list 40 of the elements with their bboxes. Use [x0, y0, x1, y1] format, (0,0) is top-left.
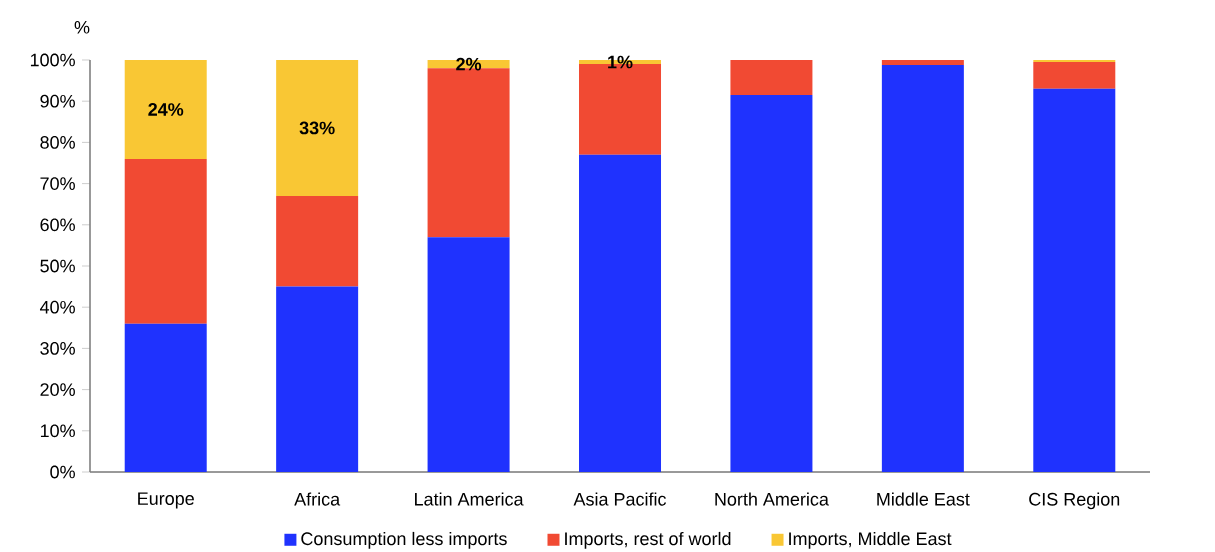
bar [427, 237, 510, 472]
y-tick-label: 20% [40, 383, 75, 396]
bar [881, 64, 964, 472]
legend-label: Imports, rest of world [565, 531, 731, 549]
bar [1033, 88, 1116, 472]
y-tick-label: 0% [50, 465, 75, 479]
bar [276, 60, 359, 196]
bar [579, 154, 662, 472]
x-tick-label: Middle East [877, 492, 970, 506]
y-tick-label: 60% [40, 218, 75, 232]
bar [276, 195, 359, 287]
data-label: 24% [148, 103, 184, 116]
y-tick-label: 10% [40, 424, 75, 438]
y-tick-label: 40% [39, 300, 75, 314]
data-label: 2% [456, 57, 482, 71]
y-tick-label: 70% [40, 177, 75, 190]
y-tick-label: 30% [40, 342, 75, 355]
data-label: 33% [299, 121, 335, 135]
y-tick-label: 90% [40, 94, 75, 108]
bar [124, 158, 207, 324]
bar [276, 286, 359, 472]
x-tick-label: CIS Region [1029, 492, 1120, 510]
x-tick-label: Africa [294, 492, 341, 506]
bar [1033, 60, 1116, 63]
bar [881, 60, 964, 65]
y-tick-label: 50% [40, 259, 75, 273]
y-tick-label: 80% [40, 136, 75, 149]
y-axis-title: % [74, 21, 90, 34]
x-tick-label: Asia Pacific [573, 492, 667, 506]
y-tick-label: 100% [30, 53, 75, 67]
bar [124, 60, 207, 159]
legend-label: Consumption less imports [301, 531, 507, 549]
x-tick-label: North America [715, 492, 829, 506]
bar [730, 60, 813, 96]
bar [730, 95, 813, 472]
bar [1033, 62, 1116, 89]
bar [124, 323, 207, 472]
x-tick-label: Europe [138, 492, 194, 509]
x-tick-label: Latin America [415, 492, 524, 506]
legend-label: Imports, Middle East [789, 531, 952, 549]
